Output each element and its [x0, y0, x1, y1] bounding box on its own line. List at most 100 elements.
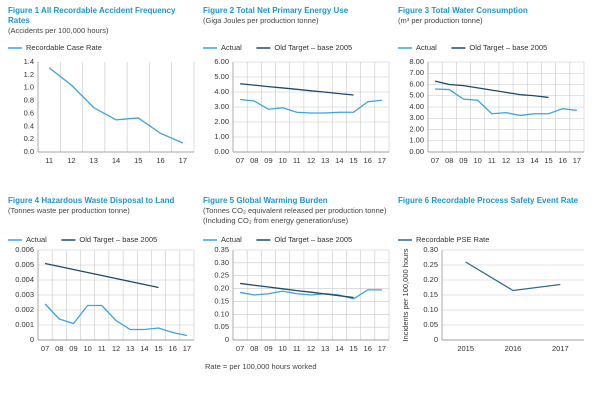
x-tick-label: 13 — [516, 156, 524, 165]
x-tick-label: 09 — [264, 156, 272, 165]
series-line — [434, 80, 549, 99]
x-tick-label: 14 — [335, 344, 343, 353]
y-tick-label: 2.00 — [214, 117, 229, 126]
panel-header: Figure 6 Recordable Process Safety Event… — [398, 196, 583, 206]
y-tick-label: 0.20 — [214, 284, 229, 293]
y-axis-label: Incidents per 100,000 hours — [401, 248, 410, 341]
panel-header: Figure 5 Global Warming Burden (Tonnes CO… — [203, 196, 388, 225]
y-tick-label: 0.0 — [24, 147, 34, 156]
legend-label: Actual — [221, 43, 242, 52]
x-tick-label: 15 — [349, 344, 357, 353]
x-tick-label: 17 — [179, 156, 187, 165]
x-tick-label: 08 — [445, 156, 453, 165]
y-tick-label: 0.10 — [423, 305, 438, 314]
x-tick-label: 12 — [112, 344, 120, 353]
y-tick-label: 8.00 — [409, 57, 424, 66]
panel-subtitle: (Giga Joules per production tonne) — [203, 16, 319, 25]
y-tick-label: 1.00 — [214, 132, 229, 141]
y-tick-label: 0.2 — [24, 134, 34, 143]
y-tick-label: 5.00 — [409, 91, 424, 100]
y-tick-label: 1.00 — [409, 136, 424, 145]
series-line — [48, 67, 184, 144]
panel-header: Figure 3 Total Water Consumption (m³ per … — [398, 6, 583, 26]
x-tick-label: 11 — [98, 344, 106, 353]
x-tick-label: 11 — [293, 344, 301, 353]
y-tick-label: 5.00 — [214, 72, 229, 81]
x-tick-label: 07 — [431, 156, 439, 165]
x-tick-label: 07 — [41, 344, 49, 353]
y-tick-label: 0.20 — [423, 275, 438, 284]
x-tick-label: 16 — [169, 344, 177, 353]
y-tick-label: 6.00 — [409, 79, 424, 88]
legend-label: Actual — [26, 235, 47, 244]
panel-title: Figure 6 Recordable Process Safety Event… — [398, 196, 579, 205]
legend-label: Old Target – base 2005 — [79, 235, 157, 244]
panel-title: Figure 3 Total Water Consumption — [398, 6, 528, 15]
series-line — [240, 282, 354, 299]
x-tick-label: 12 — [67, 156, 75, 165]
y-tick-label: 0 — [434, 335, 438, 344]
series-line — [240, 83, 354, 96]
x-tick-label: 14 — [530, 156, 538, 165]
legend-label: Actual — [416, 43, 437, 52]
panel-subtitle: (Tonnes CO₂ equivalent released per prod… — [203, 206, 387, 225]
x-tick-label: 12 — [307, 344, 315, 353]
x-tick-label: 13 — [126, 344, 134, 353]
x-tick-label: 08 — [55, 344, 63, 353]
legend-label: Old Target – base 2005 — [469, 43, 547, 52]
y-tick-label: 0.15 — [423, 290, 438, 299]
x-tick-label: 10 — [83, 344, 91, 353]
y-tick-label: 0.002 — [15, 305, 34, 314]
x-tick-label: 13 — [321, 344, 329, 353]
x-tick-label: 13 — [321, 156, 329, 165]
legend-label: Old Target – base 2005 — [274, 235, 352, 244]
series-line — [44, 262, 159, 289]
panel-header: Figure 2 Total Net Primary Energy Use (Gi… — [203, 6, 388, 26]
y-tick-label: 0.30 — [214, 258, 229, 267]
y-tick-label: 0.8 — [24, 96, 34, 105]
y-tick-label: 0.005 — [15, 260, 34, 269]
y-tick-label: 0.001 — [15, 320, 34, 329]
x-tick-label: 15 — [154, 344, 162, 353]
x-tick-label: 2017 — [552, 344, 569, 353]
y-tick-label: 0.30 — [423, 245, 438, 254]
x-tick-label: 09 — [69, 344, 77, 353]
x-tick-label: 16 — [364, 156, 372, 165]
series-line — [239, 289, 382, 300]
panel-subtitle: (Tonnes waste per production tonne) — [8, 206, 130, 215]
x-tick-label: 16 — [156, 156, 164, 165]
y-tick-label: 0.25 — [423, 260, 438, 269]
x-tick-label: 17 — [573, 156, 581, 165]
y-tick-label: 0.00 — [214, 147, 229, 156]
x-tick-label: 17 — [378, 344, 386, 353]
x-tick-label: 16 — [364, 344, 372, 353]
y-tick-label: 0.004 — [15, 275, 34, 284]
x-tick-label: 17 — [378, 156, 386, 165]
x-tick-label: 12 — [502, 156, 510, 165]
x-tick-label: 13 — [90, 156, 98, 165]
series-line — [44, 303, 188, 337]
y-tick-label: 0.4 — [24, 121, 34, 130]
x-tick-label: 17 — [183, 344, 191, 353]
x-tick-label: 12 — [307, 156, 315, 165]
y-tick-label: 4.00 — [214, 87, 229, 96]
series-line — [465, 261, 561, 292]
x-tick-label: 14 — [112, 156, 120, 165]
panel-header: Figure 1 All Recordable Accident Frequen… — [8, 6, 193, 36]
panel-title: Figure 2 Total Net Primary Energy Use — [203, 6, 349, 15]
x-tick-label: 10 — [278, 344, 286, 353]
y-tick-label: 0.05 — [423, 320, 438, 329]
legend-label: Recordable Case Rate — [26, 43, 102, 52]
x-tick-label: 08 — [250, 156, 258, 165]
y-tick-label: 2.00 — [409, 124, 424, 133]
panel-header: Figure 4 Hazardous Waste Disposal to Lan… — [8, 196, 193, 216]
series-line — [435, 88, 577, 117]
x-tick-label: 10 — [473, 156, 481, 165]
x-tick-label: 11 — [488, 156, 496, 165]
y-tick-label: 0.6 — [24, 108, 34, 117]
x-tick-label: 2016 — [505, 344, 522, 353]
x-tick-label: 11 — [293, 156, 301, 165]
y-tick-label: 3.00 — [214, 102, 229, 111]
y-tick-label: 0.10 — [214, 309, 229, 318]
